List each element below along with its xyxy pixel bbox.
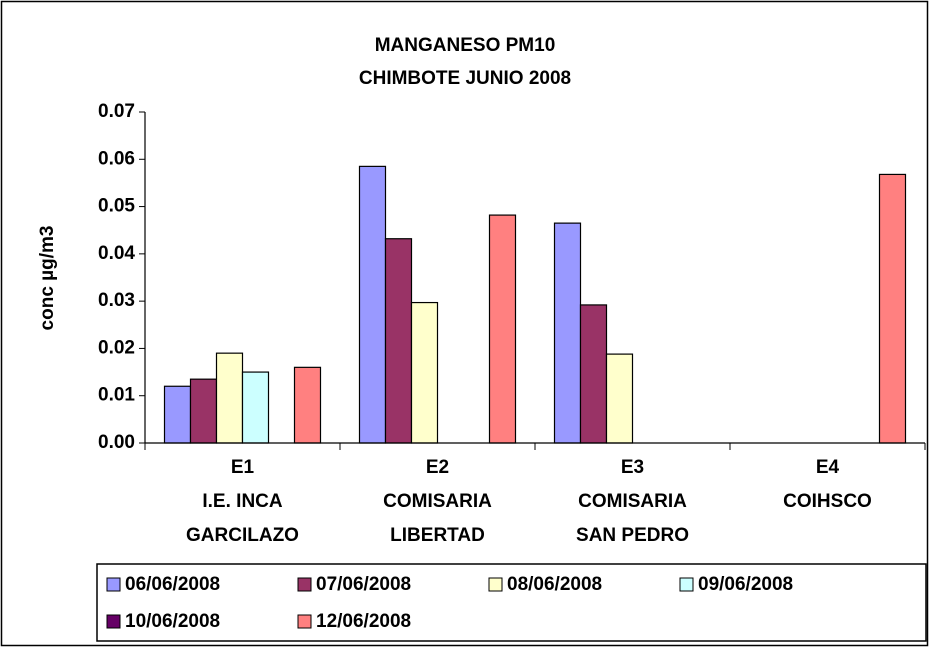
chart-title: CHIMBOTE JUNIO 2008 xyxy=(359,68,571,89)
x-tick-label: COMISARIA xyxy=(578,491,687,512)
x-tick-label: E4 xyxy=(816,457,840,478)
y-tick-label: 0.01 xyxy=(98,385,135,406)
legend-label: 12/06/2008 xyxy=(316,611,411,632)
bar xyxy=(241,371,270,444)
chart-title: MANGANESO PM10 xyxy=(375,35,556,56)
legend-marker xyxy=(297,577,312,592)
y-tick-label: 0.00 xyxy=(98,432,135,453)
legend-label: 10/06/2008 xyxy=(125,611,220,632)
bar xyxy=(579,304,608,444)
x-tick-label: E2 xyxy=(426,457,449,478)
legend-label: 06/06/2008 xyxy=(125,574,220,595)
x-tick-label: GARCILAZO xyxy=(186,525,299,546)
bar xyxy=(189,378,218,444)
bar xyxy=(384,238,413,444)
x-tick-label: SAN PEDRO xyxy=(576,525,689,546)
x-tick-label: COIHSCO xyxy=(783,491,872,512)
y-tick-label: 0.05 xyxy=(98,196,135,217)
legend-label: 09/06/2008 xyxy=(698,574,793,595)
legend-marker xyxy=(488,577,503,592)
bar xyxy=(605,353,634,444)
bar xyxy=(488,214,517,444)
legend-label: 07/06/2008 xyxy=(316,574,411,595)
x-tick-label: COMISARIA xyxy=(383,491,492,512)
bar xyxy=(878,173,907,444)
x-tick-label: E1 xyxy=(231,457,255,478)
legend-box xyxy=(96,563,927,642)
bar xyxy=(410,301,439,444)
x-tick-label: LIBERTAD xyxy=(390,525,485,546)
bar xyxy=(293,366,322,444)
y-tick-label: 0.06 xyxy=(98,148,135,169)
legend-marker xyxy=(679,577,694,592)
bar xyxy=(215,352,244,444)
bar xyxy=(358,165,387,444)
y-tick-label: 0.03 xyxy=(98,290,135,311)
x-tick-label: E3 xyxy=(621,457,644,478)
legend-marker xyxy=(106,577,121,592)
y-tick-label: 0.04 xyxy=(98,243,135,264)
y-tick-label: 0.02 xyxy=(98,337,135,358)
bar xyxy=(553,222,582,444)
legend-marker xyxy=(297,614,312,629)
y-axis-label: conc µg/m3 xyxy=(37,226,58,331)
legend-label: 08/06/2008 xyxy=(507,574,602,595)
legend-marker xyxy=(106,614,121,629)
x-tick-label: I.E. INCA xyxy=(202,491,283,512)
bar xyxy=(163,385,192,444)
y-tick-label: 0.07 xyxy=(98,101,135,122)
